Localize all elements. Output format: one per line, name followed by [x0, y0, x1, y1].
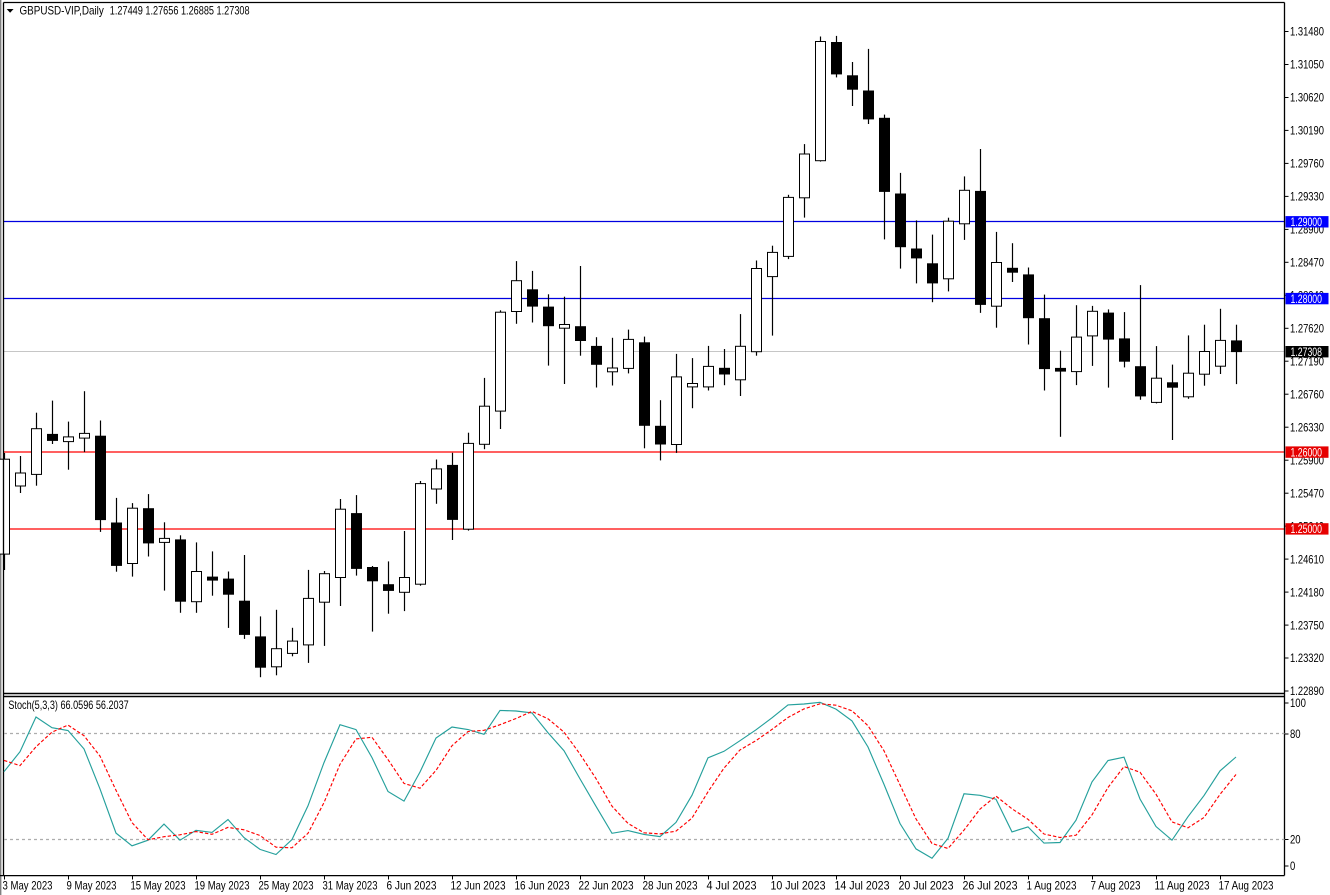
svg-text:100: 100	[1290, 696, 1306, 710]
svg-text:1.29330: 1.29330	[1290, 190, 1324, 204]
svg-text:1.24180: 1.24180	[1290, 585, 1324, 599]
svg-text:1.28470: 1.28470	[1290, 256, 1324, 270]
svg-text:0: 0	[1290, 859, 1296, 873]
svg-text:26 Jul 2023: 26 Jul 2023	[963, 879, 1018, 893]
svg-text:3 May 2023: 3 May 2023	[3, 879, 53, 893]
svg-text:1.22890: 1.22890	[1290, 684, 1324, 698]
svg-text:1.31480: 1.31480	[1290, 25, 1324, 39]
svg-text:6 Jun 2023: 6 Jun 2023	[387, 879, 437, 893]
svg-text:1.30620: 1.30620	[1290, 91, 1324, 105]
svg-text:1.27308: 1.27308	[1291, 345, 1323, 359]
svg-text:1.29000: 1.29000	[1291, 215, 1323, 229]
svg-text:25 May 2023: 25 May 2023	[259, 879, 314, 893]
svg-text:1.28000: 1.28000	[1291, 292, 1323, 306]
svg-text:1.27190: 1.27190	[1290, 354, 1324, 368]
svg-text:17 Aug 2023: 17 Aug 2023	[1219, 879, 1274, 893]
svg-text:7 Aug 2023: 7 Aug 2023	[1091, 879, 1141, 893]
svg-text:1.31050: 1.31050	[1290, 58, 1324, 72]
svg-text:4 Jul 2023: 4 Jul 2023	[707, 879, 757, 893]
svg-text:19 May 2023: 19 May 2023	[195, 879, 250, 893]
svg-text:22 Jun 2023: 22 Jun 2023	[579, 879, 634, 893]
svg-text:GBPUSD-VIP,Daily: GBPUSD-VIP,Daily	[20, 4, 104, 18]
svg-text:1.26760: 1.26760	[1290, 387, 1324, 401]
svg-text:1.27449 1.27656 1.26885 1.2730: 1.27449 1.27656 1.26885 1.27308	[110, 4, 250, 18]
svg-text:80: 80	[1290, 727, 1301, 741]
svg-text:Stoch(5,3,3) 66.0596 56.2037: Stoch(5,3,3) 66.0596 56.2037	[8, 698, 129, 712]
svg-text:1.25470: 1.25470	[1290, 486, 1324, 500]
svg-text:1 Aug 2023: 1 Aug 2023	[1027, 879, 1077, 893]
svg-text:1.26000: 1.26000	[1291, 445, 1323, 459]
svg-text:9 May 2023: 9 May 2023	[67, 879, 117, 893]
svg-text:31 May 2023: 31 May 2023	[323, 879, 378, 893]
svg-text:1.23320: 1.23320	[1290, 651, 1324, 665]
svg-text:14 Jul 2023: 14 Jul 2023	[835, 879, 890, 893]
svg-text:1.26330: 1.26330	[1290, 420, 1324, 434]
svg-text:11 Aug 2023: 11 Aug 2023	[1155, 879, 1210, 893]
svg-text:1.24610: 1.24610	[1290, 552, 1324, 566]
svg-text:10 Jul 2023: 10 Jul 2023	[771, 879, 826, 893]
svg-text:20 Jul 2023: 20 Jul 2023	[899, 879, 954, 893]
svg-text:1.25000: 1.25000	[1291, 522, 1323, 536]
svg-text:12 Jun 2023: 12 Jun 2023	[451, 879, 506, 893]
svg-text:28 Jun 2023: 28 Jun 2023	[643, 879, 698, 893]
svg-text:15 May 2023: 15 May 2023	[131, 879, 186, 893]
svg-text:20: 20	[1290, 833, 1301, 847]
svg-text:1.27620: 1.27620	[1290, 322, 1324, 336]
svg-text:1.23750: 1.23750	[1290, 618, 1324, 632]
svg-text:1.30190: 1.30190	[1290, 124, 1324, 138]
svg-text:1.29760: 1.29760	[1290, 157, 1324, 171]
svg-text:16 Jun 2023: 16 Jun 2023	[515, 879, 570, 893]
